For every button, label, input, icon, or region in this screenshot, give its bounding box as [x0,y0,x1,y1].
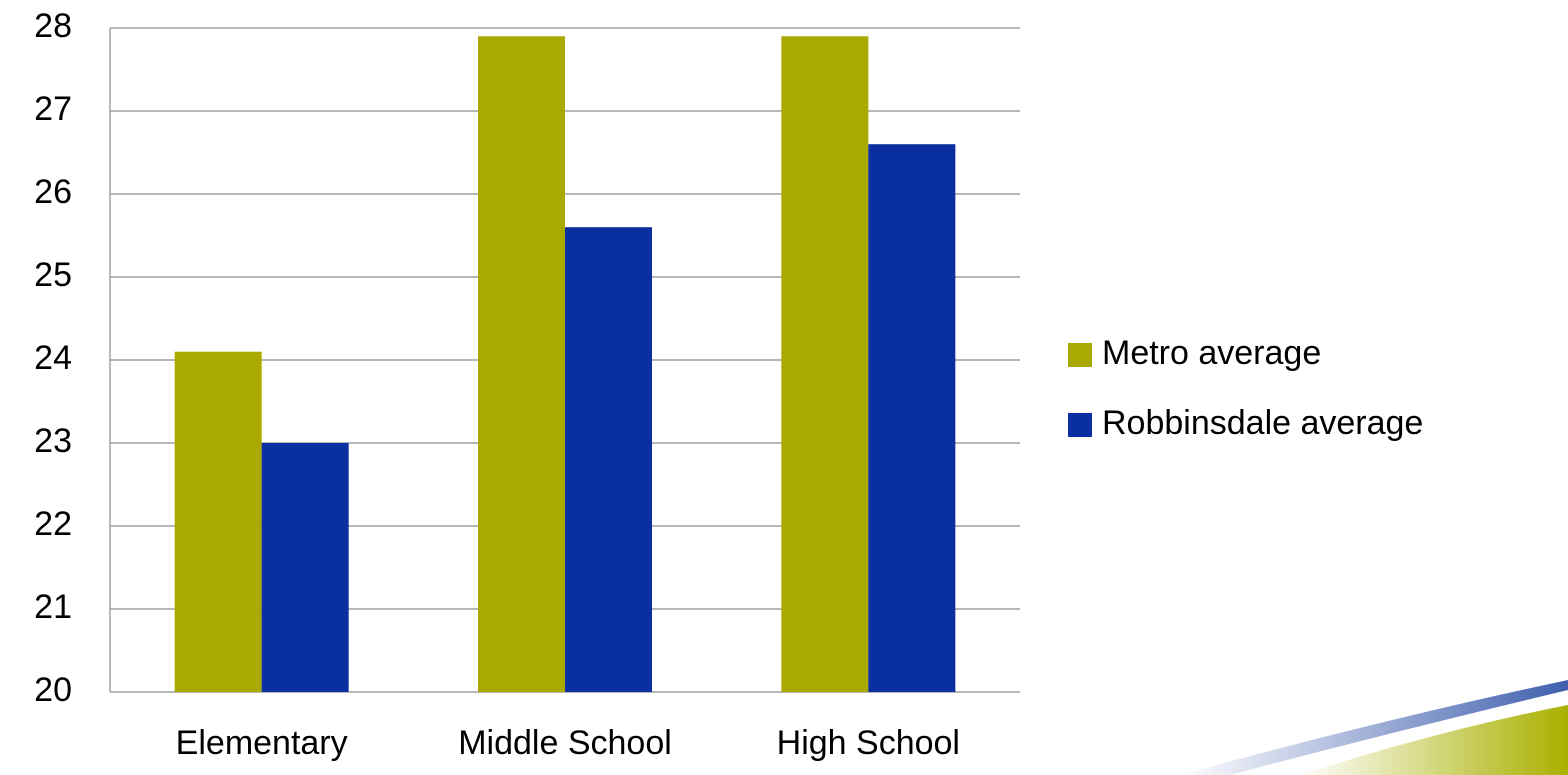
legend-label: Robbinsdale average [1102,404,1423,442]
x-tick-label: High School [777,724,960,762]
legend-label: Metro average [1102,334,1321,372]
bar [261,443,349,692]
bar [174,351,262,692]
x-tick-label: Middle School [458,724,672,762]
decor-swoosh [1300,705,1568,775]
legend-swatch [1068,413,1092,437]
y-tick-label: 23 [34,422,72,460]
y-tick-label: 28 [34,7,72,45]
bar [781,36,869,693]
y-tick-label: 20 [34,671,72,709]
y-tick-label: 21 [34,588,72,626]
y-tick-label: 22 [34,505,72,543]
bar [868,144,956,692]
bar [565,227,652,692]
y-tick-label: 24 [34,339,72,377]
legend-swatch [1068,343,1092,367]
decor-swoosh [1180,680,1568,775]
y-tick-label: 26 [34,173,72,211]
bar [478,36,565,693]
y-tick-label: 25 [34,256,72,294]
x-tick-label: Elementary [176,724,348,762]
y-tick-label: 27 [34,90,72,128]
